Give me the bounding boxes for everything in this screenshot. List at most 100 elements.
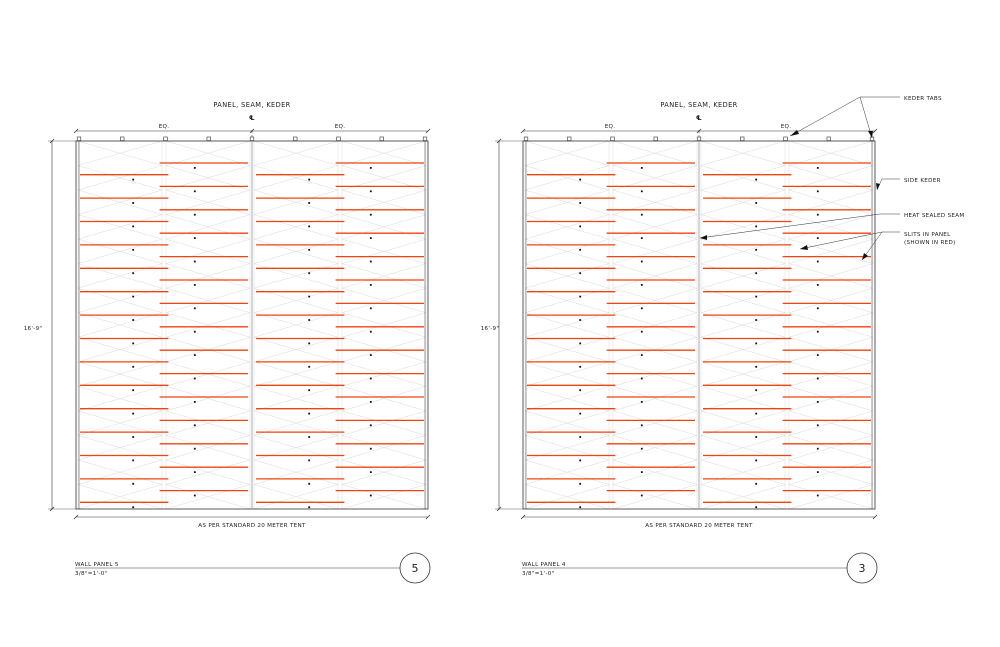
hatch-bowtie bbox=[788, 140, 874, 166]
eq-label-right: EQ. bbox=[781, 124, 792, 130]
hatch-bowtie bbox=[700, 312, 786, 338]
grommet-dot bbox=[369, 377, 372, 380]
grommet-dot bbox=[308, 295, 311, 298]
hatch-bowtie bbox=[524, 336, 610, 363]
grommet-dot bbox=[816, 213, 819, 216]
grommet-dot bbox=[755, 342, 758, 345]
grommet-dot bbox=[579, 506, 582, 509]
keder-tab bbox=[783, 136, 788, 141]
hatch-bowtie bbox=[700, 140, 786, 166]
dimension-tick bbox=[872, 514, 878, 520]
hatch-bowtie bbox=[165, 312, 251, 338]
grommet-dot bbox=[193, 260, 196, 263]
hatch-bowtie bbox=[341, 336, 427, 363]
keder-tabs-callout: KEDER TABS bbox=[904, 96, 942, 102]
grommet-dot bbox=[816, 330, 819, 333]
callout-leader bbox=[789, 96, 900, 137]
grommet-dot bbox=[308, 202, 311, 204]
eq-label-left: EQ. bbox=[159, 124, 170, 130]
grommet-dot bbox=[640, 307, 643, 310]
hatch-bowtie bbox=[77, 361, 163, 387]
grommet-dot bbox=[308, 178, 311, 181]
hatch-bowtie bbox=[700, 214, 786, 240]
hatch-bowtie bbox=[612, 459, 698, 485]
grommet-dot bbox=[132, 225, 135, 228]
dimension-tick bbox=[249, 128, 255, 134]
grommet-dot bbox=[369, 284, 372, 286]
grommet-dot bbox=[816, 447, 819, 450]
keder-tab bbox=[336, 136, 341, 141]
slits-callout-line1: SLITS IN PANEL bbox=[904, 232, 951, 238]
grommet-dot bbox=[579, 295, 582, 298]
hatch-bowtie bbox=[77, 140, 163, 166]
grommet-dot bbox=[308, 482, 311, 485]
grommet-dot bbox=[579, 482, 582, 485]
hatch-bowtie bbox=[524, 165, 610, 191]
drawing-title: WALL PANEL 5 bbox=[75, 562, 119, 568]
hatch-bowtie bbox=[77, 189, 163, 215]
grommet-dot bbox=[640, 190, 643, 193]
grommet-dot bbox=[640, 424, 643, 427]
keder-tab bbox=[379, 136, 384, 141]
hatch-bowtie bbox=[524, 361, 610, 387]
hatch-bowtie bbox=[700, 459, 786, 485]
keder-tab bbox=[249, 136, 255, 141]
grommet-dot bbox=[640, 167, 643, 169]
callout-leader bbox=[799, 231, 900, 250]
keder-tab bbox=[163, 136, 168, 141]
hatch-bowtie bbox=[253, 435, 339, 461]
grommet-dot bbox=[132, 272, 135, 275]
keder-tab bbox=[120, 136, 125, 141]
keder-tab bbox=[422, 136, 428, 141]
grommet-dot bbox=[579, 202, 582, 204]
grommet-dot bbox=[132, 436, 135, 438]
dimension-tick bbox=[49, 506, 55, 512]
hatch-bowtie bbox=[524, 386, 610, 412]
hatch-bowtie bbox=[165, 263, 251, 289]
hatch-bowtie bbox=[341, 140, 427, 166]
grommet-dot bbox=[369, 190, 372, 193]
hatch-bowtie bbox=[165, 287, 251, 314]
dimension-tick bbox=[872, 128, 878, 134]
grommet-dot bbox=[369, 471, 372, 473]
height-dimension-label: 16'-9" bbox=[24, 326, 43, 332]
panel-seam-keder-label: PANEL, SEAM, KEDER bbox=[660, 101, 737, 109]
grommet-dot bbox=[640, 354, 643, 356]
grommet-dot bbox=[369, 237, 372, 239]
callouts: KEDER TABS SIDE KEDER HEAT SEALED SEAM S… bbox=[699, 96, 965, 261]
hatch-bowtie bbox=[612, 287, 698, 314]
grommet-dot bbox=[132, 248, 135, 251]
hatch-bowtie bbox=[341, 386, 427, 412]
slits-group bbox=[527, 162, 871, 509]
grommet-dot bbox=[193, 447, 196, 450]
hatch-bowtie bbox=[341, 189, 427, 215]
hatch-bowtie bbox=[253, 459, 339, 485]
grommet-dot bbox=[369, 330, 372, 333]
grommet-dot bbox=[816, 284, 819, 286]
hatch-bowtie bbox=[788, 435, 874, 461]
grommet-dot bbox=[579, 365, 582, 368]
hatch-bowtie bbox=[253, 336, 339, 363]
hatch-bowtie bbox=[700, 238, 786, 264]
grommet-dot bbox=[755, 319, 758, 321]
grommet-dot bbox=[308, 506, 311, 509]
grommet-dot bbox=[755, 178, 758, 181]
keder-tab bbox=[826, 136, 831, 141]
grommet-dot bbox=[308, 248, 311, 251]
hatch-bowtie bbox=[165, 459, 251, 485]
dimension-tick bbox=[496, 138, 502, 144]
callout-arrowhead bbox=[868, 131, 873, 138]
height-dimension-label: 16'-9" bbox=[481, 326, 500, 332]
hatch-bowtie bbox=[788, 263, 874, 289]
hatch-bowtie bbox=[700, 165, 786, 191]
grommet-dot bbox=[640, 213, 643, 216]
hatch-bowtie bbox=[524, 459, 610, 485]
side-keder-callout: SIDE KEDER bbox=[904, 178, 941, 184]
heat-sealed-seam-callout: HEAT SEALED SEAM bbox=[904, 213, 965, 219]
hatch-bowtie bbox=[524, 435, 610, 461]
hatch-bowtie bbox=[341, 312, 427, 338]
hatch-bowtie bbox=[788, 410, 874, 436]
grommet-dot bbox=[132, 202, 135, 204]
hatch-bowtie bbox=[341, 287, 427, 314]
grommet-dot bbox=[132, 482, 135, 485]
